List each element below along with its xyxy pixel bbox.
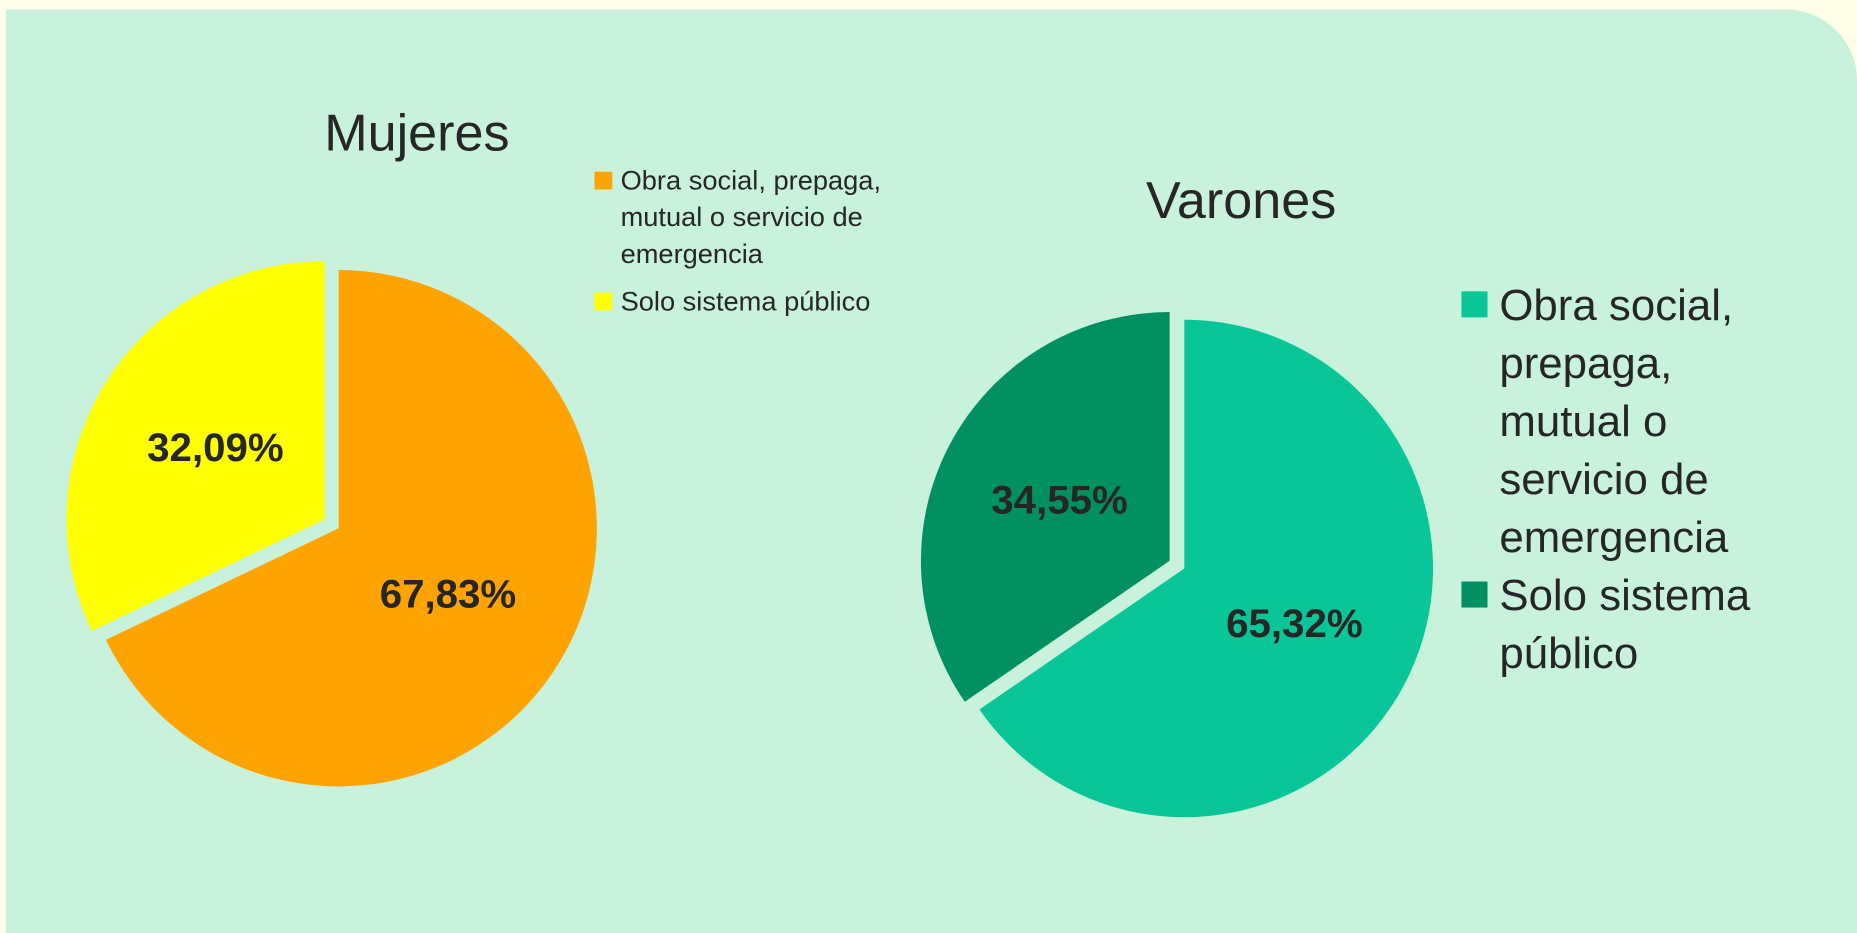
- chart-title: Mujeres: [324, 104, 510, 163]
- pie-slice: [920, 312, 1170, 702]
- pie-slice: [66, 261, 325, 631]
- legend-item: Solo sistema público: [594, 283, 931, 320]
- value-label: 67,83%: [380, 572, 517, 617]
- legend-swatch: [1461, 581, 1488, 608]
- legend-label: Obra social, prepaga, mutual o servicio …: [620, 164, 882, 269]
- pie-slice: [105, 270, 597, 787]
- legend-item: Solo sistema público: [1461, 566, 1789, 682]
- legend-swatch: [594, 292, 613, 311]
- legend: Obra social, prepaga, mutual o servicio …: [1461, 276, 1789, 682]
- legend-label: Obra social, prepaga, mutual o servicio …: [1499, 280, 1734, 562]
- value-label: 34,55%: [991, 478, 1128, 523]
- value-label: 65,32%: [1226, 601, 1363, 646]
- legend-label: Solo sistema público: [1499, 570, 1751, 678]
- pie-slice: [979, 319, 1434, 818]
- legend-label: Solo sistema público: [620, 285, 871, 317]
- page: 67,83% 32,09% 65,32% 34,55% Mujeres Varones…: [5, 9, 1857, 933]
- legend-swatch: [1461, 291, 1488, 318]
- legend-item: Obra social, prepaga, mutual o servicio …: [594, 162, 931, 272]
- value-label: 32,09%: [147, 425, 284, 470]
- legend: Obra social, prepaga, mutual o servicio …: [594, 162, 931, 330]
- legend-item: Obra social, prepaga, mutual o servicio …: [1461, 276, 1789, 566]
- legend-swatch: [594, 171, 613, 190]
- chart-title: Varones: [1146, 171, 1337, 230]
- charts: 67,83% 32,09% 65,32% 34,55%: [66, 261, 1434, 818]
